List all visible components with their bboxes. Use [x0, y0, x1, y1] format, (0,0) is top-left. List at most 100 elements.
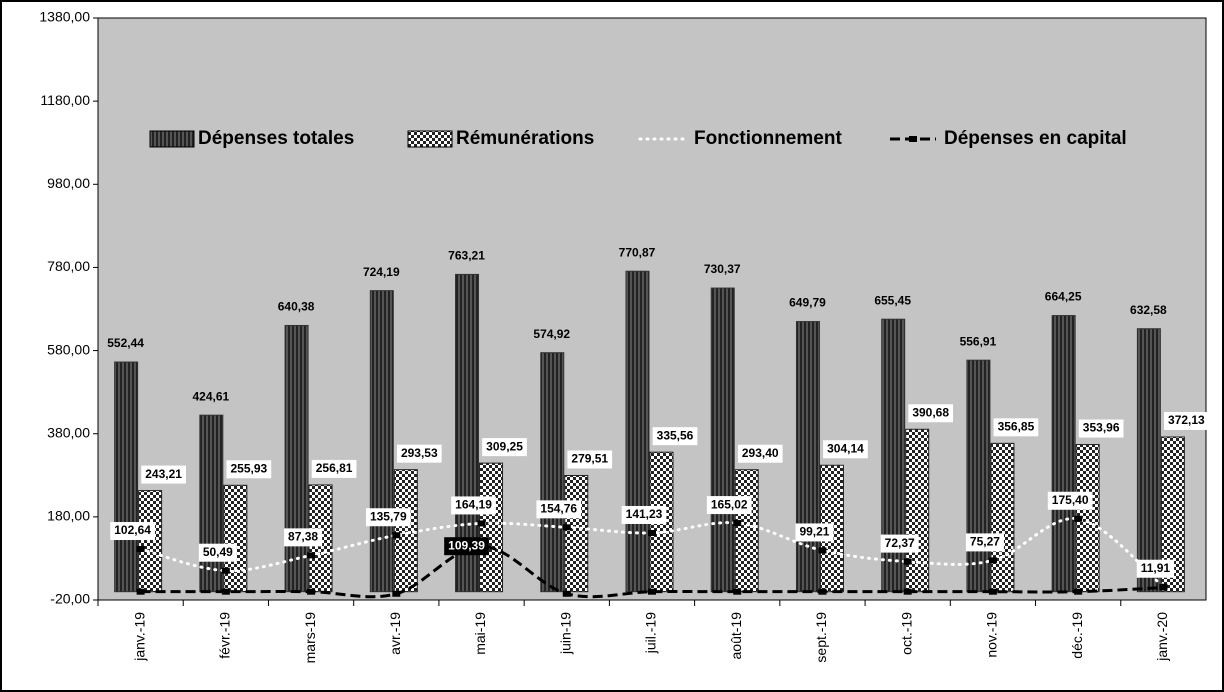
line-marker — [477, 520, 486, 527]
label-box — [795, 523, 834, 542]
line-marker — [903, 588, 912, 595]
bar — [369, 290, 394, 593]
bar — [540, 352, 565, 593]
x-tick-label: avr.-19 — [387, 612, 403, 655]
line-marker — [307, 552, 316, 559]
data-label: 11,91 — [1136, 559, 1175, 578]
x-tick-label: août-19 — [728, 612, 744, 660]
value-label: 356,85 — [998, 420, 1035, 434]
value-label: 390,68 — [912, 405, 949, 419]
bar — [625, 270, 650, 593]
value-label: 255,93 — [230, 461, 267, 475]
line-marker — [221, 567, 230, 574]
line-marker — [648, 529, 656, 536]
line-marker — [392, 532, 401, 539]
value-label: 632,58 — [1130, 303, 1167, 317]
line-marker — [1074, 515, 1083, 522]
data-label: 293,53 — [396, 444, 442, 463]
x-tick-label: févr.-19 — [217, 612, 233, 659]
bar — [479, 462, 504, 593]
bar — [734, 469, 759, 593]
value-label: 109,39 — [448, 538, 485, 552]
y-tick-label: 580,00 — [47, 341, 90, 357]
x-tick-label: déc.-19 — [1069, 612, 1085, 659]
value-label: 243,21 — [145, 467, 182, 481]
line-marker — [733, 520, 742, 527]
legend-label: Fonctionnement — [694, 128, 842, 149]
label-box — [993, 418, 1039, 437]
data-label: 154,76 — [536, 500, 582, 519]
bar — [138, 490, 163, 593]
x-tick-label: juil.-19 — [643, 612, 659, 654]
value-label: 730,37 — [704, 262, 741, 276]
data-label: 87,38 — [284, 528, 323, 547]
value-label: 141,23 — [626, 507, 663, 521]
y-tick-label: 980,00 — [47, 175, 90, 191]
data-label: 135,79 — [365, 508, 411, 527]
line-marker — [307, 588, 316, 595]
line-marker — [136, 588, 145, 595]
label-box — [451, 496, 496, 515]
y-tick-label: 1180,00 — [40, 92, 90, 108]
line-marker — [818, 588, 827, 595]
x-tick-label: janv.-20 — [1154, 612, 1170, 662]
value-label: 424,61 — [192, 389, 229, 403]
y-tick-label: 380,00 — [47, 424, 90, 440]
value-label: 574,92 — [533, 327, 570, 341]
label-box — [652, 427, 698, 446]
value-label: 552,44 — [107, 336, 144, 350]
data-label: 164,19 — [451, 496, 496, 515]
data-label: 256,81 — [311, 459, 357, 478]
bar — [284, 324, 309, 593]
value-label: 154,76 — [540, 502, 577, 516]
value-label: 649,79 — [789, 296, 826, 310]
y-tick-label: 780,00 — [47, 258, 90, 274]
label-box — [365, 508, 411, 527]
data-label: 335,56 — [652, 427, 698, 446]
value-label: 11,91 — [1141, 561, 1171, 575]
x-tick-label: sept.-19 — [813, 612, 829, 663]
data-label: 293,40 — [737, 444, 783, 463]
data-label: 353,96 — [1078, 419, 1124, 438]
value-label: 640,38 — [278, 300, 315, 314]
data-label: 304,14 — [823, 440, 868, 459]
label-box — [823, 440, 868, 459]
value-label: 335,56 — [657, 428, 694, 442]
label-box — [110, 522, 155, 541]
x-tick-label: oct.-19 — [898, 612, 914, 655]
line-marker — [648, 588, 656, 595]
label-box — [226, 460, 272, 479]
value-label: 372,13 — [1168, 413, 1205, 427]
data-label: 390,68 — [908, 404, 954, 423]
label-box — [284, 528, 323, 547]
value-label: 304,14 — [827, 441, 864, 455]
legend-swatch — [149, 130, 195, 148]
bar — [990, 442, 1015, 593]
data-label: 243,21 — [141, 465, 186, 484]
y-tick-label: 1380,00 — [39, 9, 90, 25]
value-label: 164,19 — [455, 498, 492, 512]
bar — [223, 484, 248, 593]
line-marker — [221, 588, 230, 595]
x-tick-label: mai-19 — [472, 612, 488, 655]
label-box — [908, 404, 954, 423]
data-label: 99,21 — [795, 523, 834, 542]
label-box — [567, 450, 613, 469]
value-label: 763,21 — [448, 249, 485, 263]
line-marker — [392, 590, 401, 597]
bar — [966, 359, 991, 593]
data-label: 356,85 — [993, 418, 1039, 437]
label-box — [482, 438, 527, 457]
legend-label: Dépenses en capital — [944, 128, 1127, 149]
data-label: 165,02 — [706, 496, 752, 515]
data-label: 309,25 — [482, 438, 527, 457]
value-label: 293,53 — [401, 446, 438, 460]
value-label: 664,25 — [1045, 290, 1082, 304]
x-tick-label: nov.-19 — [984, 612, 1000, 658]
line-marker — [1074, 588, 1083, 595]
label-box — [1078, 419, 1124, 438]
label-box — [621, 505, 667, 524]
label-box — [1047, 491, 1093, 510]
label-box — [880, 534, 919, 553]
value-label: 75,27 — [970, 535, 1000, 549]
